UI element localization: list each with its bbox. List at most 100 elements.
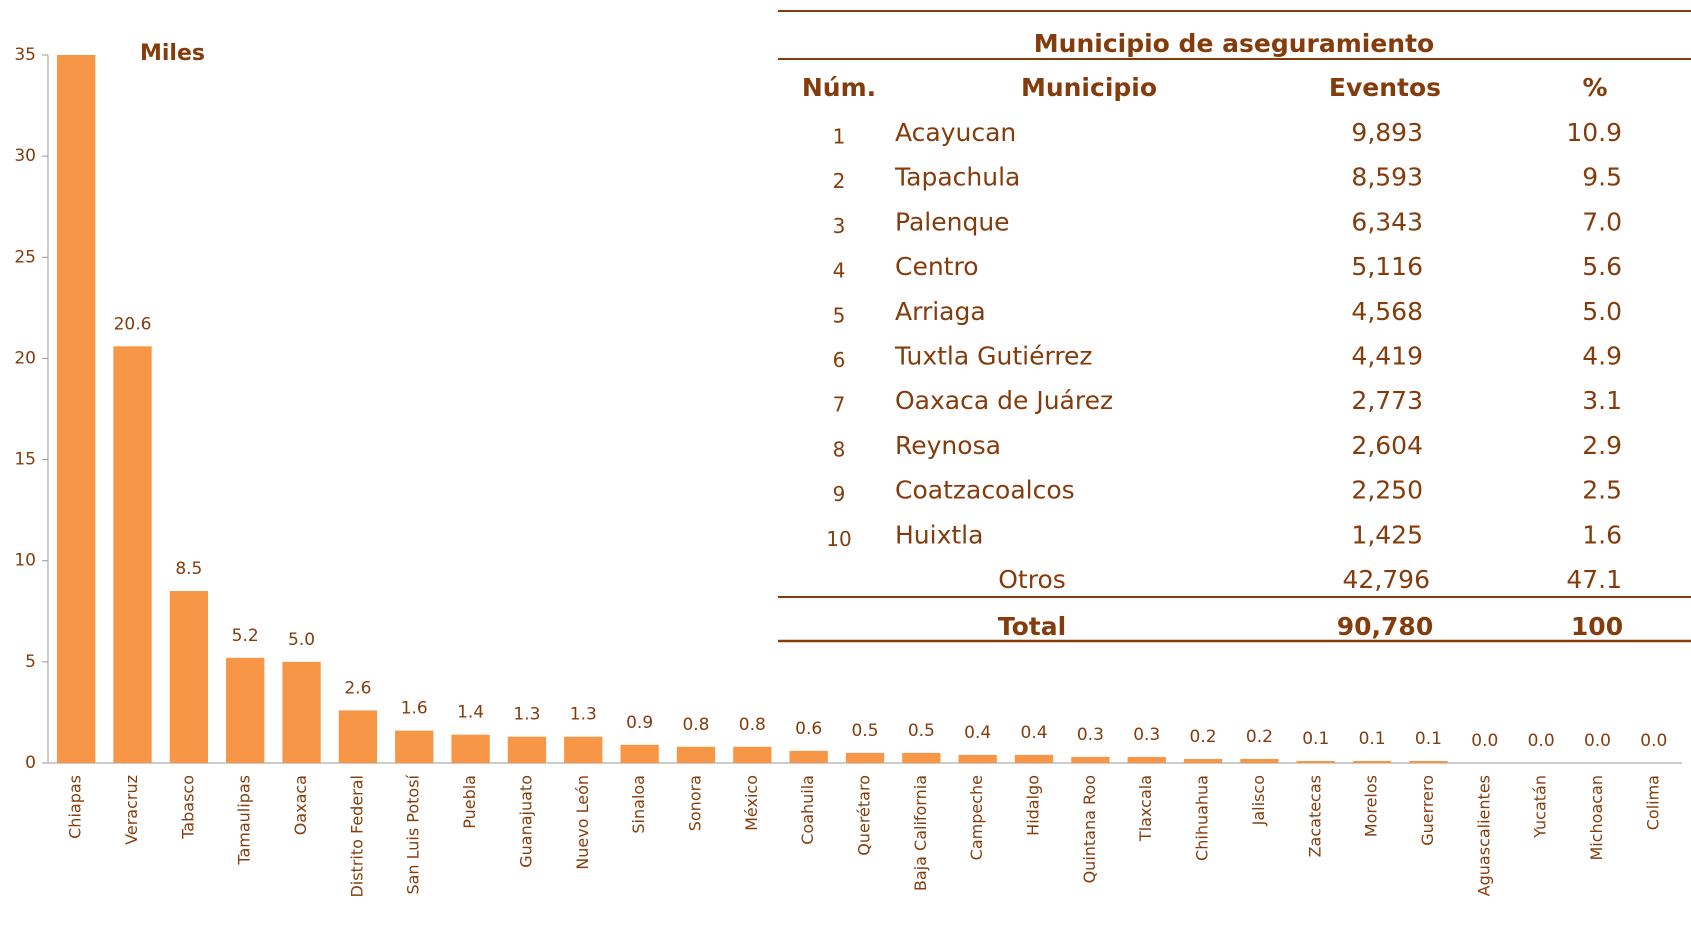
value-label: 0.0	[1584, 731, 1611, 751]
bar	[1127, 756, 1166, 763]
eventos: 9,893	[1351, 118, 1423, 147]
percent: 2.5	[1582, 476, 1622, 505]
value-label: 5.2	[232, 626, 259, 646]
y-tick-label: 15	[14, 450, 36, 470]
percent: 5.0	[1582, 297, 1622, 326]
bar	[676, 746, 716, 763]
bar	[1409, 760, 1448, 763]
bar	[113, 346, 152, 763]
x-tick-label: Puebla	[460, 775, 479, 829]
percent: 9.5	[1582, 163, 1622, 192]
value-label: 0.2	[1246, 727, 1273, 747]
value-label: 0.1	[1415, 729, 1442, 749]
total-row-percent: 100	[1571, 612, 1623, 641]
percent: 1.6	[1582, 520, 1622, 549]
value-label: 0.9	[626, 713, 653, 733]
x-tick-label: Nuevo León	[573, 775, 592, 870]
value-label: 0.0	[1640, 731, 1667, 751]
value-label: 0.4	[1021, 723, 1048, 743]
eventos: 4,419	[1351, 342, 1423, 371]
row-number: 5	[833, 303, 846, 327]
row-number: 1	[833, 125, 846, 149]
bar	[1183, 758, 1223, 763]
bar	[57, 55, 96, 763]
bar	[1352, 760, 1392, 763]
value-label: 2.6	[344, 678, 371, 698]
value-label: 0.6	[795, 719, 822, 739]
column-header: %	[1582, 73, 1607, 102]
x-tick-label: Veracruz	[122, 775, 141, 845]
x-tick-label: Zacatecas	[1305, 775, 1324, 857]
row-number: 9	[833, 482, 846, 506]
x-tick-label: Distrito Federal	[347, 775, 366, 898]
x-tick-label: Tlaxcala	[1136, 775, 1155, 842]
x-tick-label: Tabasco	[178, 775, 197, 840]
percent: 3.1	[1582, 386, 1622, 415]
eventos: 6,343	[1351, 207, 1423, 236]
other-row-percent: 47.1	[1566, 565, 1622, 594]
municipio: Palenque	[895, 207, 1010, 236]
x-tick-label: Aguascalientes	[1474, 775, 1493, 896]
x-tick-label: Chiapas	[66, 775, 85, 839]
municipio: Oaxaca de Juárez	[895, 386, 1113, 415]
x-tick-label: Guerrero	[1418, 775, 1437, 846]
value-label: 0.8	[739, 715, 766, 735]
x-tick-label: Sonora	[685, 775, 704, 831]
value-label: 5.0	[288, 630, 315, 650]
y-tick-label: 35	[14, 45, 36, 65]
x-tick-label: Querétaro	[855, 775, 874, 856]
y-tick-label: 5	[25, 652, 36, 672]
x-tick-label: Chihuahua	[1193, 775, 1212, 861]
value-label: 0.5	[851, 721, 878, 741]
x-tick-label: Baja California	[911, 775, 930, 891]
value-label: 0.3	[1077, 725, 1104, 745]
y-unit-label: Miles	[140, 41, 205, 66]
eventos: 2,604	[1351, 431, 1423, 460]
row-number: 4	[833, 259, 846, 283]
x-tick-label: Campeche	[967, 775, 986, 860]
bar	[338, 710, 378, 763]
value-label: 0.5	[908, 721, 935, 741]
bar	[958, 754, 997, 763]
municipio: Acayucan	[895, 118, 1016, 147]
bar	[226, 657, 265, 763]
x-tick-label: Michoacan	[1587, 775, 1606, 861]
bar	[620, 744, 659, 763]
row-number: 3	[833, 214, 846, 238]
value-label: 0.0	[1528, 731, 1555, 751]
bar	[1014, 754, 1054, 763]
x-tick-label: Colima	[1643, 775, 1662, 830]
bar	[282, 661, 321, 763]
other-row-label: Otros	[998, 565, 1066, 594]
eventos: 5,116	[1351, 252, 1423, 281]
eventos: 8,593	[1351, 163, 1423, 192]
y-tick-label: 30	[14, 146, 36, 166]
municipio: Reynosa	[895, 431, 1001, 460]
value-label: 0.1	[1359, 729, 1386, 749]
y-tick-label: 25	[14, 247, 36, 267]
bar	[1240, 758, 1279, 763]
x-tick-label: Tamaulipas	[235, 775, 254, 866]
row-number: 2	[833, 169, 846, 193]
value-label: 0.1	[1302, 729, 1329, 749]
column-header: Núm.	[802, 73, 876, 102]
row-number: 10	[826, 527, 851, 551]
eventos: 2,773	[1351, 386, 1423, 415]
value-label: 8.5	[175, 559, 202, 579]
eventos: 1,425	[1351, 520, 1423, 549]
y-tick-label: 20	[14, 348, 36, 368]
percent: 4.9	[1582, 342, 1622, 371]
municipio: Tuxtla Gutiérrez	[894, 342, 1093, 371]
value-label: 0.3	[1133, 725, 1160, 745]
eventos: 2,250	[1351, 476, 1423, 505]
value-label: 0.2	[1190, 727, 1217, 747]
row-number: 6	[833, 348, 846, 372]
x-tick-label: México	[742, 775, 761, 831]
total-row-label: Total	[998, 612, 1066, 641]
value-label: 0.8	[682, 715, 709, 735]
x-tick-label: Quintana Roo	[1080, 775, 1099, 883]
bar	[845, 752, 885, 763]
municipio: Huixtla	[895, 520, 983, 549]
percent: 5.6	[1582, 252, 1622, 281]
